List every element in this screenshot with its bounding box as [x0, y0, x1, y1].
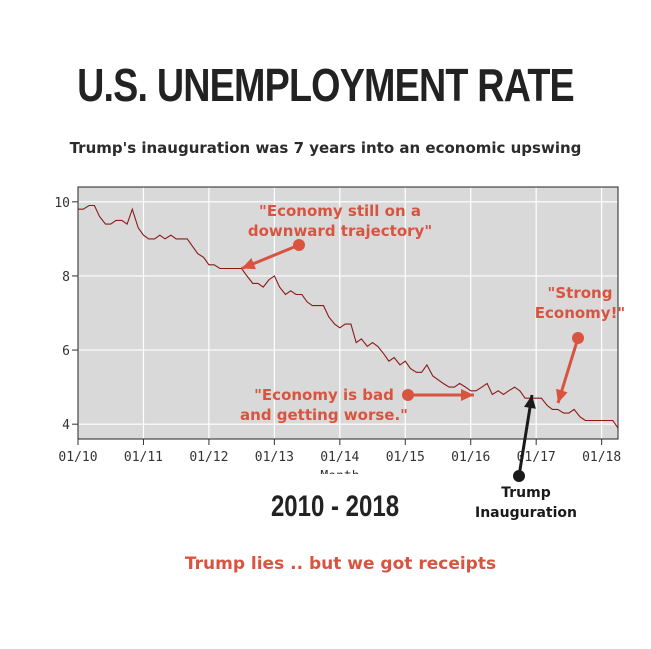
x-tick-label: 01/14: [320, 450, 359, 465]
x-tick-label: 01/12: [189, 450, 228, 465]
y-tick-label: 6: [62, 344, 70, 359]
plot-area: [77, 186, 619, 440]
x-tick-label: 01/18: [582, 450, 621, 465]
annotation-inauguration-arrow-shaft: [517, 394, 534, 477]
x-tick-label: 01/16: [451, 450, 490, 465]
grid: [77, 187, 618, 439]
x-tick-label: 01/11: [124, 450, 163, 465]
x-tick-label: 01/17: [517, 450, 556, 465]
annotation-strong-text: "Strong Economy!": [535, 284, 626, 322]
annotation-inauguration-text: Trump Inauguration: [475, 485, 577, 521]
axes: 01/10 01/11 01/12 01/13 01/14 01/15 01/16 01/17…: [54, 186, 621, 484]
y-tick-label: 10: [54, 196, 70, 211]
x-tick-label: 01/15: [386, 450, 425, 465]
annotations: "Economy still on a downward trajectory" "…: [240, 202, 625, 521]
annotation-bad-arrow-head: [461, 389, 474, 401]
x-tick-label: 01/13: [255, 450, 294, 465]
page-title: U.S. UNEMPLOYMENT RATE: [77, 59, 575, 111]
annotation-still-down-text: "Economy still on a downward trajectory": [248, 202, 432, 240]
y-tick-label: 4: [62, 418, 70, 433]
series-line: [78, 204, 618, 429]
annotation-bad-text: "Economy is bad and getting worse.": [240, 386, 408, 424]
annotation-strong-arrow-head: [556, 388, 568, 403]
footer-caption: Trump lies .. but we got receipts: [184, 554, 497, 574]
y-tick-label: 8: [62, 270, 70, 285]
date-range-label: 2010 - 2018: [270, 490, 400, 523]
annotation-still-down-arrow-head: [241, 258, 256, 270]
plot-frame: [77, 186, 619, 440]
x-axis-label: Month: [320, 469, 359, 484]
annotation-inauguration-arrow-head: [524, 395, 536, 409]
series-line-layer: [78, 204, 618, 429]
x-tick-label: 01/10: [58, 450, 97, 465]
page-subtitle: Trump's inauguration was 7 years into an…: [69, 139, 582, 157]
